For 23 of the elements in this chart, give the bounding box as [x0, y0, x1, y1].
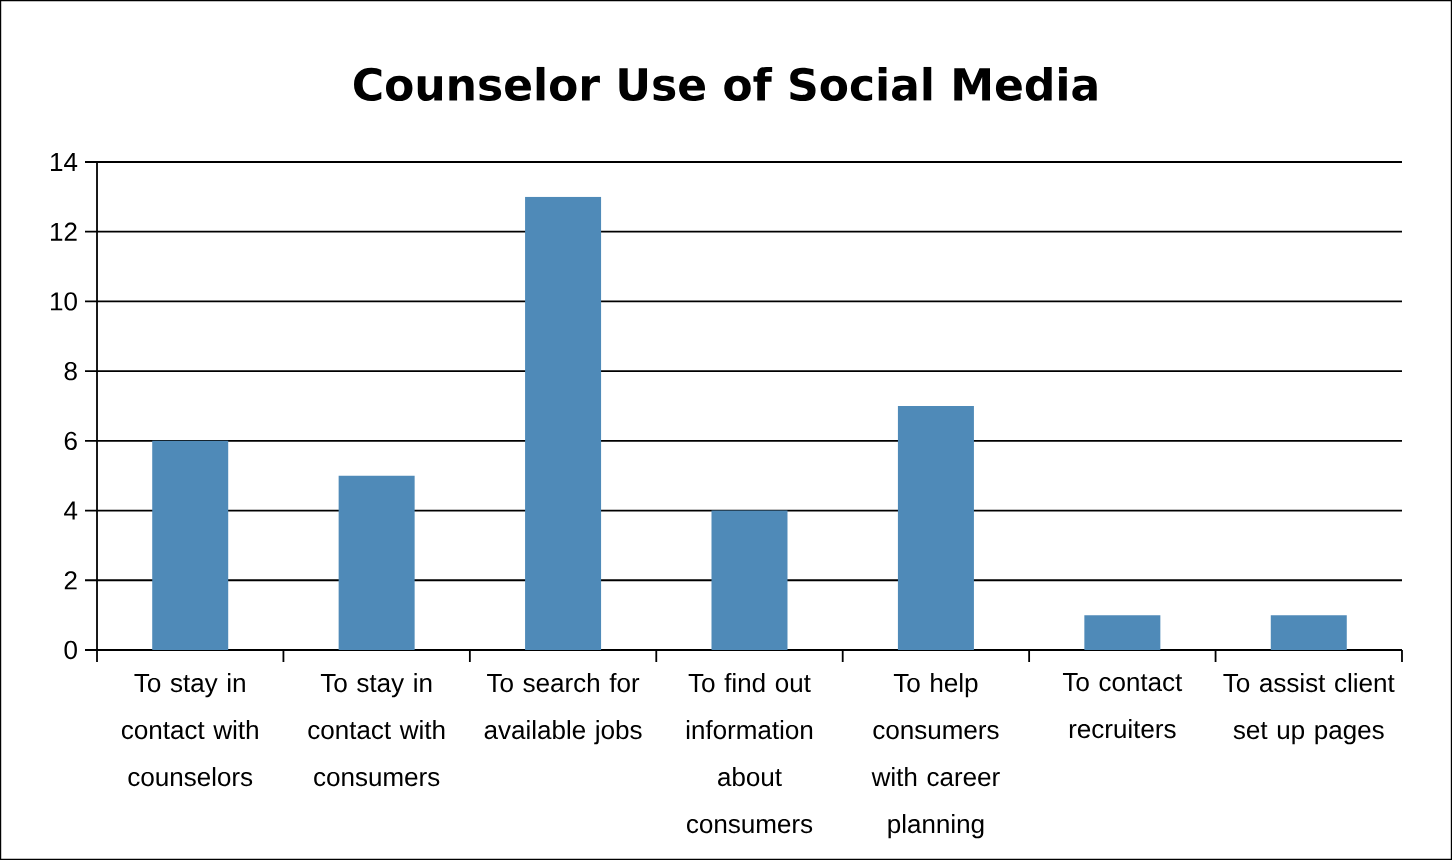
y-tick-label: 10: [50, 292, 77, 311]
bar: [1270, 615, 1347, 650]
y-tick-label: 12: [50, 222, 77, 241]
y-tick-label: 8: [64, 361, 77, 381]
y-tick-label: 4: [64, 501, 78, 520]
bar: [711, 510, 788, 650]
x-tick-label: To contact recruiters: [1062, 673, 1183, 739]
bar: [525, 196, 602, 650]
category-label: To stay in contact with consumers: [308, 673, 445, 787]
bar: [897, 405, 974, 650]
y-tick-label: 2: [64, 571, 77, 590]
x-tick-label: To help consumers with career planning: [871, 673, 1000, 839]
bar: [152, 440, 229, 650]
chart-title: Counselor Use of Social Media: [354, 66, 1097, 102]
x-tick-label: To assist client set up pages: [1223, 673, 1395, 745]
y-tick-label: 0: [64, 640, 77, 660]
category-label: To find out information about consumers: [686, 673, 813, 834]
x-tick-label: To stay in contact with counselors: [121, 673, 258, 787]
y-tick-label: 14: [50, 153, 78, 171]
y-tick-label: 6: [64, 431, 77, 451]
bar: [338, 475, 415, 650]
x-tick-label: To search for available jobs: [484, 673, 642, 745]
bar: [1084, 615, 1161, 650]
